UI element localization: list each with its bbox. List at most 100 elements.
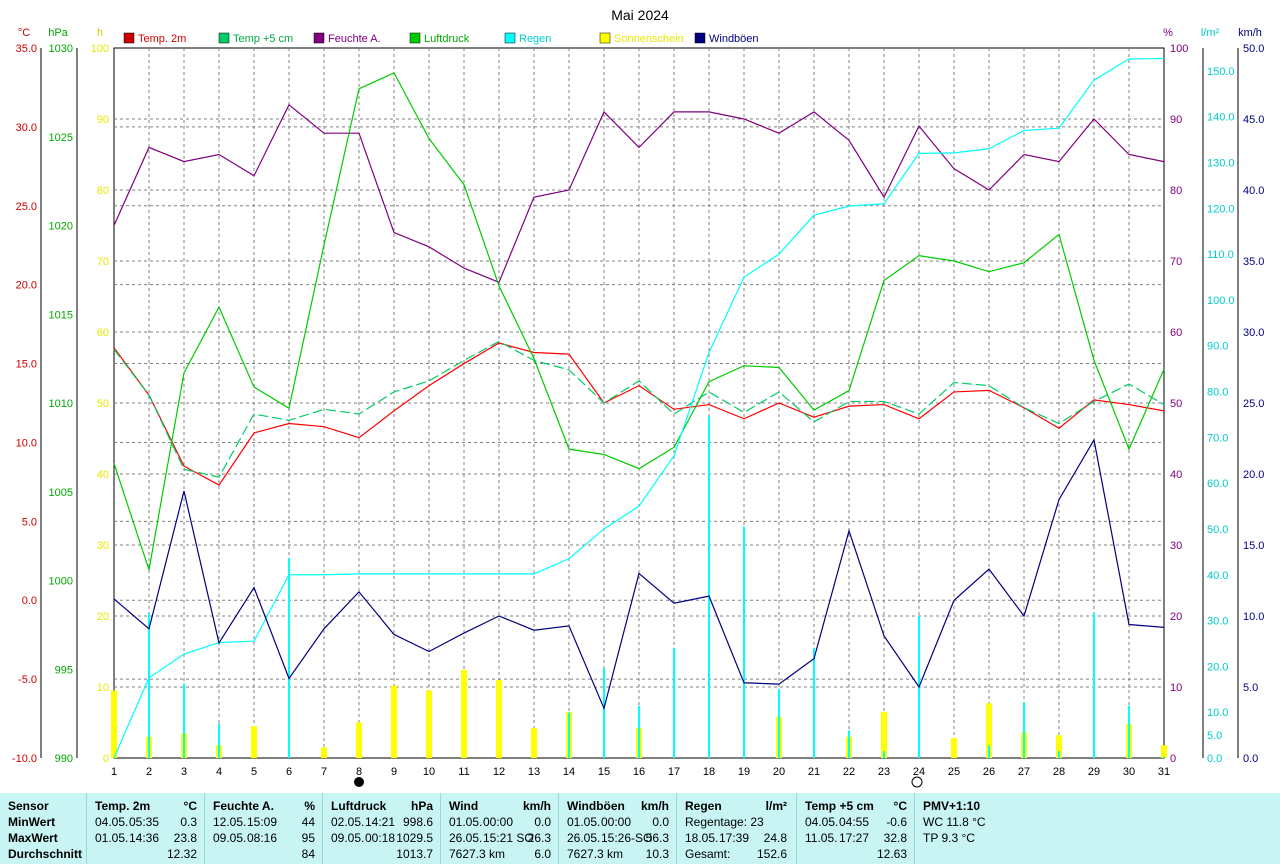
rain-bar xyxy=(1023,702,1025,758)
rain-bar xyxy=(813,647,815,758)
wind-tick-label: 0.0 xyxy=(1243,753,1258,765)
x-tick-label: 13 xyxy=(528,766,540,778)
min-time: 14:21 xyxy=(365,815,396,829)
wind-tick-label: 35.0 xyxy=(1243,256,1264,268)
summary-panel: Sensor MinWert MaxWert Durchschnitt Temp… xyxy=(0,793,1280,864)
x-tick-label: 25 xyxy=(948,766,960,778)
max-date: 18.05. xyxy=(685,831,719,845)
summary-column: Luftdruck hPa 02.05. 14:21 998.6 09.05. 00:18 1… xyxy=(322,793,441,864)
min-label: Regentage: 23 xyxy=(685,815,764,829)
legend-swatch xyxy=(218,32,230,44)
rain-bar xyxy=(288,558,290,758)
sunshine-bar xyxy=(1056,735,1062,758)
min-time: 15:09 xyxy=(247,815,278,829)
min-date: 04.05. xyxy=(805,815,839,829)
min-date: 01.05. xyxy=(449,815,483,829)
rain-tick-label: 10.0 xyxy=(1207,707,1228,719)
x-tick-label: 24 xyxy=(913,766,925,778)
series-line-feuchte-a- xyxy=(113,103,1165,284)
rain-tick-label: 120.0 xyxy=(1207,203,1235,215)
summary-col-title: Feuchte A. xyxy=(213,799,274,813)
pressure-tick-label: 1015 xyxy=(49,309,73,321)
pressure-tick-label: 1000 xyxy=(49,576,73,588)
max-date: 11.05. xyxy=(805,831,838,845)
sunshine-tick-label: 80 xyxy=(97,185,109,197)
sunshine-bar xyxy=(461,669,467,758)
rain-bar xyxy=(673,647,675,758)
rain-bar xyxy=(1163,756,1165,758)
summary-col-unit: l/m² xyxy=(765,799,787,813)
sunshine-tick-label: 60 xyxy=(97,327,109,339)
max-time: 17:27 xyxy=(839,831,870,845)
temp-unit-label: °C xyxy=(18,27,30,39)
pressure-unit-label: hPa xyxy=(48,27,68,39)
rain-unit-label: l/m² xyxy=(1201,27,1220,39)
legend-swatch xyxy=(599,32,611,44)
x-tick-label: 23 xyxy=(878,766,890,778)
wind-tick-label: 10.0 xyxy=(1243,611,1264,623)
sunshine-bar xyxy=(881,711,887,758)
max-value: 23.8 xyxy=(173,831,197,845)
sunshine-bar xyxy=(251,726,257,758)
x-tick-label: 28 xyxy=(1053,766,1065,778)
sunshine-bar xyxy=(321,747,327,758)
temp-tick-label: 25.0 xyxy=(16,201,37,213)
sunshine-bar xyxy=(531,728,537,758)
summary-col-unit: % xyxy=(304,799,315,813)
avg-label: 7627.3 km xyxy=(567,847,624,861)
sunshine-bar xyxy=(426,690,432,758)
max-date: 26.05. xyxy=(567,831,601,845)
summary-row-labels: Sensor MinWert MaxWert Durchschnitt xyxy=(0,793,86,864)
series-line-windb-en xyxy=(113,438,1165,711)
pressure-tick-label: 1020 xyxy=(49,221,73,233)
max-time: 15:21 SO xyxy=(483,831,534,845)
humidity-unit-label: % xyxy=(1163,27,1173,39)
series-line-temp-2m xyxy=(113,342,1165,486)
min-label: WC 11.8 °C xyxy=(923,815,986,829)
series-line-temp-5-cm xyxy=(113,340,1165,478)
legend-swatch xyxy=(504,32,516,44)
legend-swatch xyxy=(694,32,706,44)
summary-column: Temp +5 cm °C 04.05. 04:55 -0.6 11.05. 17:27 32… xyxy=(796,793,915,864)
series-line-luftdruck xyxy=(113,72,1165,571)
humidity-tick-label: 10 xyxy=(1170,682,1182,694)
rain-tick-label: 140.0 xyxy=(1207,112,1235,124)
summary-column: Windböen km/h 01.05. 00:00 0.0 26.05. 15:26-SO… xyxy=(558,793,677,864)
sunshine-tick-label: 20 xyxy=(97,611,109,623)
sunshine-bar xyxy=(951,738,957,758)
rain-bar xyxy=(1058,751,1060,758)
x-tick-label: 17 xyxy=(668,766,680,778)
rain-bar xyxy=(568,712,570,758)
sunshine-bar xyxy=(496,679,502,758)
humidity-tick-label: 50 xyxy=(1170,398,1182,410)
row-label-sensor: Sensor xyxy=(8,799,49,813)
wind-tick-label: 20.0 xyxy=(1243,469,1264,481)
summary-col-title: Temp. 2m xyxy=(95,799,151,813)
wind-tick-label: 50.0 xyxy=(1243,43,1264,55)
summary-col-title: Luftdruck xyxy=(331,799,387,813)
row-label-max: MaxWert xyxy=(8,831,58,845)
rain-bar xyxy=(848,730,850,758)
x-tick-label: 4 xyxy=(216,766,222,778)
row-label-min: MinWert xyxy=(8,815,56,829)
wind-tick-label: 45.0 xyxy=(1243,114,1264,126)
summary-col-unit: km/h xyxy=(522,799,551,813)
min-time: 00:00 xyxy=(483,815,514,829)
rain-bar xyxy=(883,751,885,758)
wind-tick-label: 25.0 xyxy=(1243,398,1264,410)
pressure-tick-label: 995 xyxy=(55,664,73,676)
x-tick-label: 5 xyxy=(251,766,257,778)
x-tick-label: 2 xyxy=(146,766,152,778)
summary-col-title: PMV+1:10 xyxy=(923,799,981,813)
x-tick-label: 29 xyxy=(1088,766,1100,778)
sunshine-unit-label: h xyxy=(97,27,103,39)
sunshine-tick-label: 70 xyxy=(97,256,109,268)
humidity-tick-label: 80 xyxy=(1170,185,1182,197)
summary-col-unit: hPa xyxy=(410,799,433,813)
x-tick-label: 30 xyxy=(1123,766,1135,778)
avg-value: 12.32 xyxy=(166,847,197,861)
avg-value: 6.0 xyxy=(534,847,551,861)
summary-col-title: Temp +5 cm xyxy=(805,799,874,813)
min-value: 44 xyxy=(301,815,315,829)
humidity-tick-label: 40 xyxy=(1170,469,1182,481)
